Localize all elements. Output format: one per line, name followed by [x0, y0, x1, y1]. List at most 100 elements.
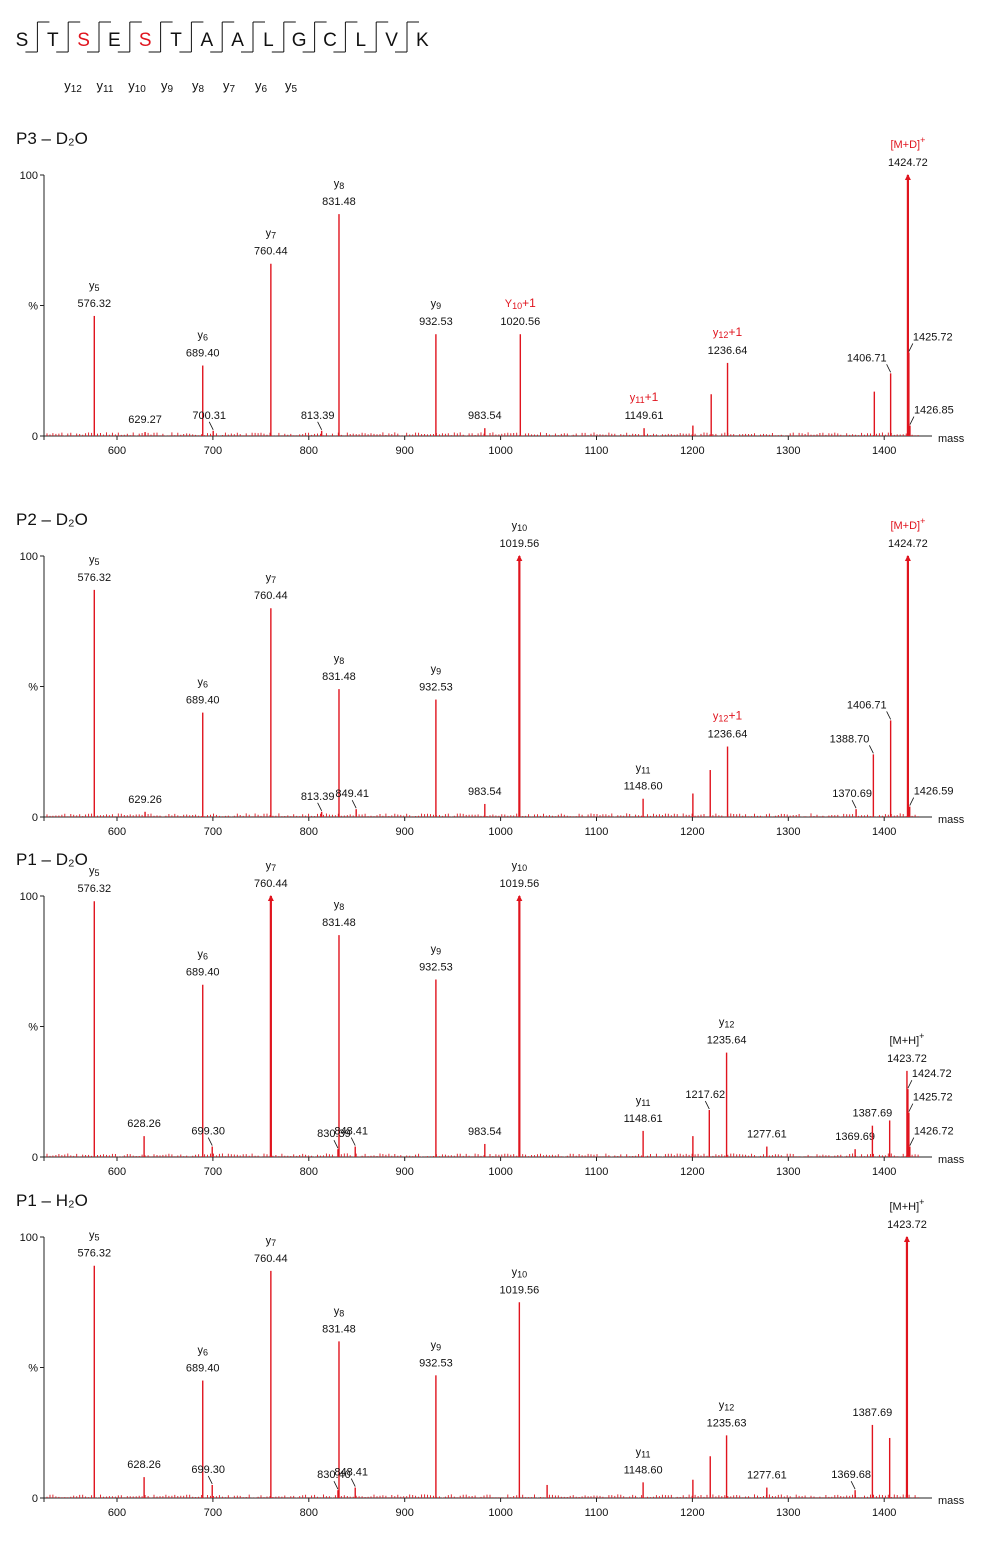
y-tick-label: 100 [20, 891, 38, 903]
peak-ion-label: y5 [89, 1230, 100, 1243]
x-tick-label: 700 [204, 1166, 222, 1178]
y-ion-legend: y12 y11 y10 y9 y8 y7 y6 y5 [64, 78, 297, 95]
peak-arrow [903, 1236, 910, 1242]
peak-ion-label: y7 [266, 572, 277, 585]
peak-mz-label: 760.44 [254, 1253, 288, 1265]
peak-mz-label: 932.53 [419, 316, 453, 328]
x-tick-label: 1300 [776, 445, 800, 457]
peak-mz-label: 1148.60 [624, 781, 663, 793]
x-tick-label: 700 [204, 1507, 222, 1519]
spectrum-panel: P3 – D₂O 0% 100 600 700 800 900 1000 1100 1200 130… [16, 129, 965, 457]
peak-mz-label: 1388.70 [830, 733, 870, 745]
peak-mz-label: 700.31 [192, 410, 226, 422]
peak-ion-label: y12 [719, 1399, 735, 1412]
peak-mz-label: 1426.72 [914, 1126, 954, 1138]
x-tick-label: 1200 [680, 445, 704, 457]
peak-mz-label: 932.53 [419, 682, 453, 694]
sequence-residue: E [108, 30, 121, 51]
peak-ion-label: y6 [197, 1345, 208, 1358]
peak-mz-label: 983.54 [468, 1126, 502, 1138]
peak-ion-label: y11+1 [630, 390, 659, 405]
y-ion-label: y12 [64, 78, 82, 95]
peak-mz-label: 1236.64 [708, 345, 748, 357]
label-leader [317, 421, 322, 430]
sequence-residue: S [77, 30, 90, 51]
x-tick-label: 1400 [872, 445, 896, 457]
label-leader [909, 797, 915, 806]
peak-mz-label: 1369.68 [831, 1469, 871, 1481]
y-tick-label: 100 [20, 170, 38, 182]
x-tick-label: 1400 [872, 826, 896, 838]
peak-mz-label: 576.32 [77, 883, 111, 895]
peak-ion-label: [M+H]+ [889, 1031, 924, 1047]
y-ion-label: y8 [192, 78, 205, 95]
label-leader [207, 1137, 213, 1146]
peak-mz-label: 1217.62 [685, 1089, 725, 1101]
peak-arrow [516, 895, 523, 901]
peak-mz-label: 848.41 [334, 1467, 368, 1479]
peak-mz-label: 813.39 [301, 410, 335, 422]
peak-ion-label: y7 [266, 228, 277, 241]
baseline-noise [46, 813, 919, 817]
peak-ion-label: y6 [197, 677, 208, 690]
peak-mz-label: 576.32 [77, 572, 111, 584]
x-tick-label: 800 [300, 1507, 318, 1519]
peak-mz-label: 1424.72 [888, 538, 928, 550]
peak-mz-label: 831.48 [322, 917, 356, 929]
peak-mz-label: 699.30 [191, 1126, 225, 1138]
x-tick-label: 1000 [488, 1507, 512, 1519]
peak-mz-label: 1148.60 [624, 1464, 663, 1476]
sequence-residue: S [16, 30, 29, 51]
x-tick-label: 1100 [585, 826, 609, 838]
peak-mz-label: 1424.72 [912, 1068, 952, 1080]
label-leader [333, 1480, 339, 1490]
peak-mz-label: 1369.69 [835, 1131, 875, 1143]
peak-ion-label: y8 [334, 1305, 345, 1318]
peak-arrow [904, 555, 911, 561]
label-leader [350, 1137, 356, 1146]
peak-ion-label: y11 [636, 763, 651, 776]
peak-ion-label: y8 [334, 899, 345, 912]
x-tick-label: 800 [300, 1166, 318, 1178]
x-tick-label: 900 [396, 1166, 414, 1178]
sequence-residue: L [356, 30, 367, 51]
x-tick-label: 1200 [680, 1507, 704, 1519]
sequence-residue: S [139, 30, 152, 51]
y-tick-label: 0 [32, 812, 38, 824]
baseline-noise [46, 432, 919, 436]
x-tick-label: 1000 [488, 1166, 512, 1178]
peak-mz-label: 576.32 [77, 298, 111, 310]
label-leader [909, 1137, 915, 1146]
peak-ion-label: [M+D]+ [890, 135, 925, 151]
peak-ion-label: Y10+1 [505, 296, 536, 311]
y-ion-label: y5 [285, 78, 298, 95]
x-tick-label: 800 [300, 445, 318, 457]
label-leader [909, 416, 915, 425]
peak-mz-label: 1425.72 [913, 1092, 953, 1104]
peak-mz-label: 1426.59 [914, 786, 954, 798]
peak-mz-label: 830.40 [317, 1469, 351, 1481]
panel-title: P1 – H₂O [16, 1191, 88, 1210]
x-tick-label: 1000 [488, 445, 512, 457]
x-tick-label: 1300 [776, 1507, 800, 1519]
x-tick-label: 600 [108, 1166, 126, 1178]
peak-ion-label: y11 [636, 1095, 651, 1108]
peak-mz-label: 1277.61 [747, 1129, 787, 1141]
peak-mz-label: 628.26 [127, 1118, 161, 1130]
peak-mz-label: 1148.61 [624, 1113, 663, 1125]
label-leader [908, 343, 914, 352]
x-tick-label: 900 [396, 826, 414, 838]
spectrum-panel: P1 – H₂O 0% 100 600 700 800 900 1000 1100 1200 130… [16, 1191, 965, 1519]
label-leader [317, 802, 322, 811]
peak-ion-label: y10 [512, 520, 528, 533]
spectrum-panel: P1 – D₂O 0% 100 600 700 800 900 1000 1100 1200 130… [16, 850, 965, 1178]
peak-ion-label: y10 [512, 860, 528, 873]
peak-mz-label: 1277.61 [747, 1470, 787, 1482]
peak-mz-label: 1423.72 [887, 1053, 927, 1065]
peak-mz-label: 813.39 [301, 791, 335, 803]
peak-mz-label: 1406.71 [847, 699, 887, 711]
peak-mz-label: 576.32 [77, 1248, 111, 1260]
x-tick-label: 900 [396, 445, 414, 457]
